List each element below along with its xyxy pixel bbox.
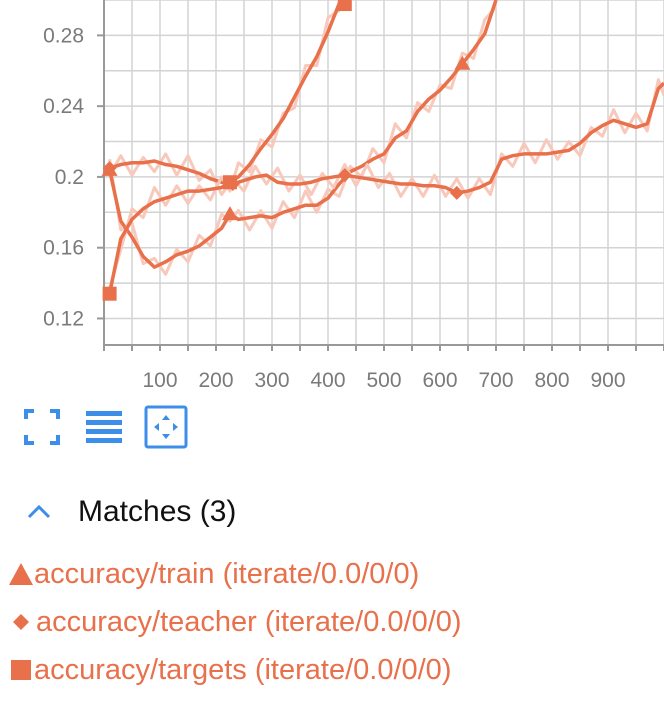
x-tick-label: 900: [590, 369, 625, 392]
y-tick-label: 0.2: [55, 166, 84, 189]
line-chart: 0.12 0.16 0.2 0.24 0.28 100 200 300 400 500 600 70…: [43, 0, 664, 392]
diamond-marker: [102, 161, 117, 176]
square-marker: [102, 286, 117, 301]
triangle-marker: [454, 55, 471, 70]
square-marker-icon: [11, 660, 31, 680]
y-tick-label: 0.28: [43, 24, 84, 47]
chevron-up-icon[interactable]: [24, 497, 54, 527]
y-tick-label: 0.16: [43, 237, 84, 260]
y-axis-ticks: 0.12 0.16 0.2 0.24 0.28: [43, 24, 84, 330]
match-list: accuracy/train (iterate/0.0/0/0) accurac…: [8, 550, 462, 694]
square-marker: [337, 0, 352, 11]
list-icon[interactable]: [82, 405, 126, 449]
square-marker: [223, 175, 237, 190]
chart-grid: [104, 0, 664, 345]
diamond-marker-icon: [13, 614, 29, 630]
diamond-marker: [337, 168, 352, 183]
x-tick-label: 100: [142, 369, 177, 392]
match-item-teacher[interactable]: accuracy/teacher (iterate/0.0/0/0): [8, 598, 462, 646]
y-tick-label: 0.12: [43, 307, 84, 330]
chart-series-markers: [101, 0, 471, 301]
match-label: accuracy/train (iterate/0.0/0/0): [34, 557, 420, 590]
series-line: [107, 0, 346, 295]
chart-toolbar: [20, 405, 200, 449]
expand-icon[interactable]: [20, 405, 64, 449]
series-line: [109, 81, 664, 195]
match-label: accuracy/targets (iterate/0.0/0/0): [34, 653, 452, 686]
fit-domain-icon[interactable]: [144, 405, 188, 449]
x-axis-ticks: 100 200 300 400 500 600 700 800 900: [142, 369, 625, 392]
x-tick-label: 400: [310, 369, 345, 392]
chart-series: [107, 0, 664, 295]
chart-axes: [97, 0, 664, 351]
match-item-targets[interactable]: accuracy/targets (iterate/0.0/0/0): [8, 646, 462, 694]
x-tick-label: 800: [534, 369, 569, 392]
matches-title: Matches (3): [78, 495, 237, 528]
y-tick-label: 0.24: [43, 95, 84, 118]
x-tick-label: 600: [422, 369, 457, 392]
triangle-marker: [222, 206, 238, 221]
diamond-marker: [449, 185, 464, 200]
x-tick-label: 500: [366, 369, 401, 392]
x-tick-label: 700: [478, 369, 513, 392]
x-tick-label: 200: [198, 369, 233, 392]
x-tick-label: 300: [254, 369, 289, 392]
series-raw-line: [108, 0, 344, 289]
series-raw-line: [108, 6, 498, 276]
triangle-marker-icon: [9, 563, 33, 585]
match-item-train[interactable]: accuracy/train (iterate/0.0/0/0): [8, 550, 462, 598]
series-line: [107, 0, 498, 269]
matches-header: Matches (3): [24, 490, 236, 534]
match-label: accuracy/teacher (iterate/0.0/0/0): [36, 605, 462, 638]
